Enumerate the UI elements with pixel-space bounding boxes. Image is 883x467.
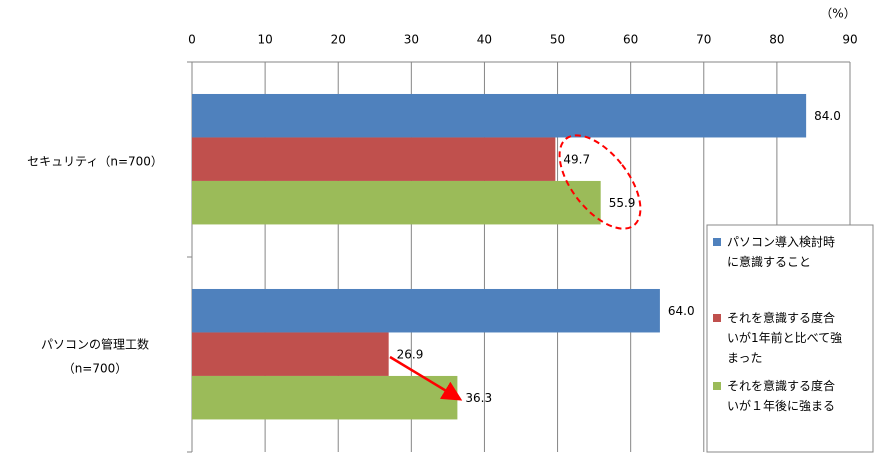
bar [192, 288, 660, 333]
category-label: セキュリティ（n=700） [27, 154, 163, 168]
bar [192, 180, 601, 225]
legend-swatch [713, 238, 721, 246]
bar [192, 93, 807, 138]
value-label: 84.0 [814, 109, 841, 123]
bar [192, 137, 556, 181]
value-label: 49.7 [563, 153, 590, 167]
trend-arrow [389, 355, 463, 401]
value-label: 36.3 [465, 391, 492, 405]
category-label: パソコンの管理工数（n=700） [41, 336, 149, 375]
x-tick-label: 30 [404, 33, 419, 47]
x-tick-label: 20 [331, 33, 346, 47]
unit-label: （%） [820, 7, 855, 21]
legend-swatch [713, 382, 721, 390]
highlight-ellipse [558, 134, 642, 230]
x-tick-label: 60 [623, 33, 638, 47]
legend-label: パソコン導入検討時に意識すること [727, 234, 835, 269]
x-tick-label: 10 [257, 33, 272, 47]
value-label: 55.9 [609, 196, 636, 210]
plot-area [187, 61, 851, 453]
x-tick-label: 70 [696, 33, 711, 47]
bar [192, 375, 458, 420]
bar [192, 332, 389, 376]
value-label: 64.0 [668, 304, 695, 318]
x-tick-label: 80 [769, 33, 784, 47]
value-label: 26.9 [397, 348, 424, 362]
x-tick-label: 90 [842, 33, 857, 47]
legend-label: それを意識する度合いが１年後に強まる [727, 378, 835, 413]
x-tick-label: 40 [477, 33, 492, 47]
legend-box [706, 224, 874, 453]
x-tick-label: 50 [550, 33, 565, 47]
x-tick-label: 0 [188, 33, 196, 47]
legend-label: それを意識する度合いが1年前と比べて強まった [727, 310, 842, 365]
legend-swatch [713, 314, 721, 322]
